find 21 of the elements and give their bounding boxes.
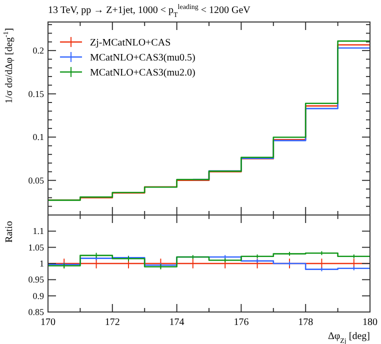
x-tick-label: 174: [169, 317, 184, 328]
x-tick-label: 172: [104, 317, 120, 328]
x-tick-label: 170: [40, 317, 56, 328]
y-tick-label: 0.05: [28, 175, 44, 186]
y-tick-label: 0.95: [28, 274, 44, 285]
y-tick-label: 1.1: [32, 226, 44, 236]
x-tick-label: 176: [234, 317, 249, 328]
y-tick-label: 0.1: [32, 132, 44, 142]
legend-label: Zj-MCatNLO+CAS: [90, 37, 171, 48]
legend-label: MCatNLO+CAS3(mu0.5): [90, 52, 196, 64]
y-tick-label: 0.85: [28, 306, 44, 317]
y-tick-label: 1: [40, 258, 44, 268]
y-axis-title: Ratio: [4, 221, 15, 243]
y-tick-label: 0.9: [32, 290, 44, 301]
x-tick-label: 178: [298, 317, 314, 328]
y-tick-label: 0.15: [28, 88, 44, 99]
legend-label: MCatNLO+CAS3(mu2.0): [90, 67, 196, 78]
x-tick-label: 180: [362, 317, 378, 328]
y-tick-label: 1.05: [28, 242, 44, 252]
chart-title: 13 TeV, pp → Z+1jet, 1000 < p$_{T}$$^{leading}$ < 1200 GeV: [48, 3, 252, 19]
y-tick-label: 0.2: [32, 46, 44, 56]
